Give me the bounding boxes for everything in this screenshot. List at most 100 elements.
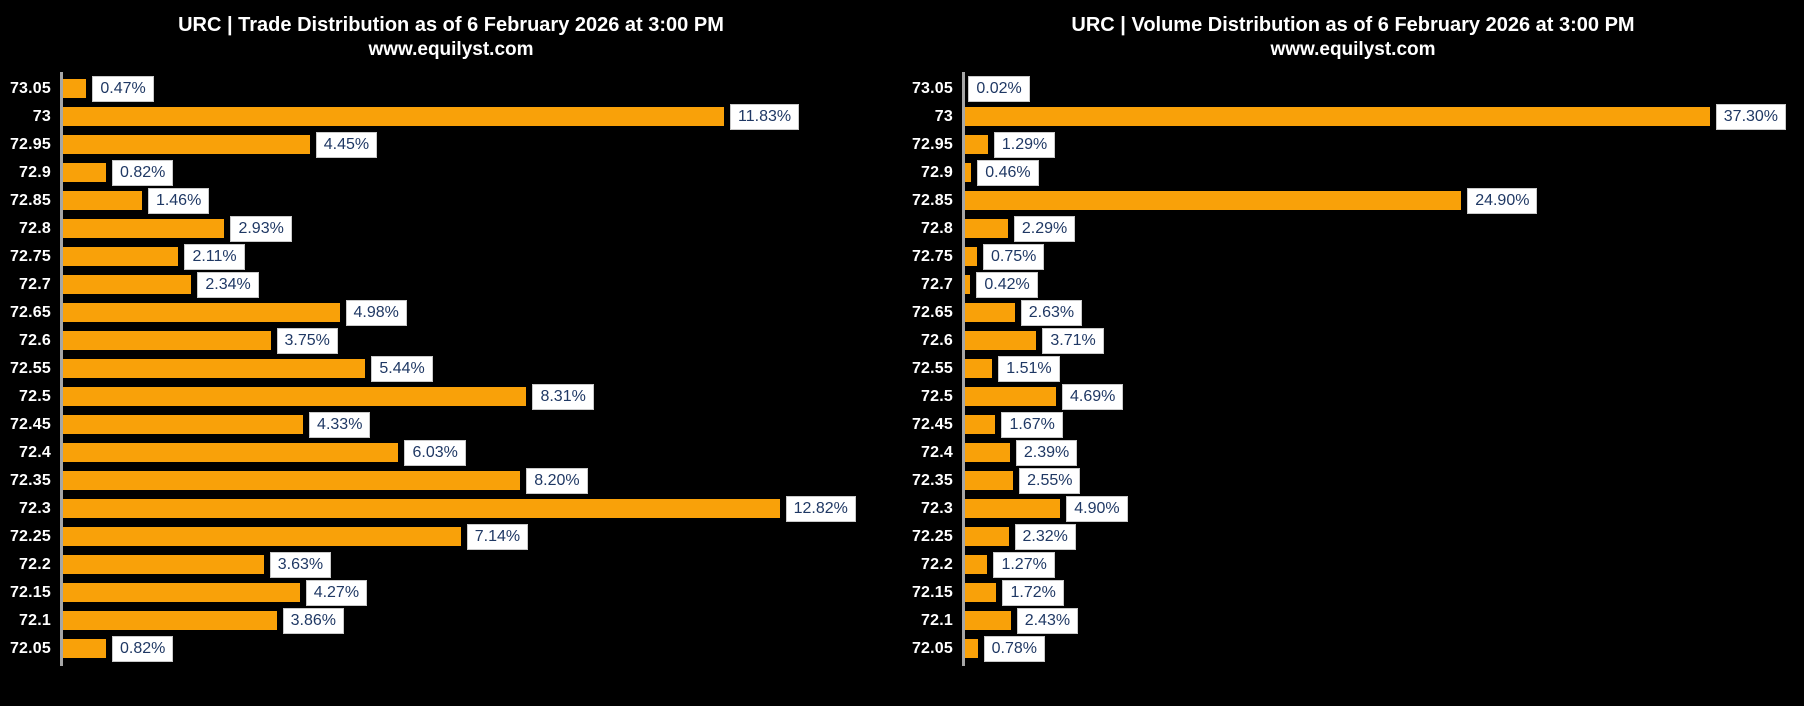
bar-row: 72.95 1.29% [902,131,1804,159]
y-tick-label: 72.2 [921,555,953,573]
bar [962,247,978,267]
bar [962,443,1010,463]
data-label: 3.86% [282,607,345,634]
bar-row: 73.05 0.02% [902,75,1804,103]
bar [60,303,340,323]
data-label: 5.44% [371,355,433,382]
chart-title: URC | Volume Distribution as of 6 Februa… [1071,14,1635,36]
data-label: 0.78% [983,635,1045,662]
bar-row: 72.8 2.93% [0,215,902,243]
bar-track: 1.27% [962,551,1804,579]
data-label: 0.82% [112,159,174,186]
bar-track: 2.32% [962,523,1804,551]
bar-track: 0.82% [60,635,902,663]
y-tick-label: 72.95 [911,135,953,153]
bar-row: 72.15 4.27% [0,579,902,607]
bar [60,471,521,491]
y-tick-label: 73 [934,107,953,125]
bar-track: 2.55% [962,467,1804,495]
y-tick-label: 73.05 [9,79,51,97]
y-tick-label: 72.5 [921,387,953,405]
bar-track: 1.67% [962,411,1804,439]
y-tick-label: 72.05 [911,639,953,657]
data-label: 2.32% [1014,523,1076,550]
bar-track: 3.63% [60,551,902,579]
bar-track: 8.31% [60,383,902,411]
data-label: 1.72% [1002,579,1064,606]
bar-row: 72.6 3.75% [0,327,902,355]
bar-row: 73 11.83% [0,103,902,131]
bar-row: 72.4 6.03% [0,439,902,467]
y-tick-label: 72.35 [911,471,953,489]
y-tick-label: 72.15 [9,583,51,601]
y-tick-label: 72.8 [921,219,953,237]
volume-distribution-chart: URC | Volume Distribution as of 6 Februa… [902,0,1804,706]
data-label: 0.02% [968,75,1030,102]
bar-track: 2.34% [60,271,902,299]
y-tick-label: 72.35 [9,471,51,489]
bar-row: 72.35 2.55% [902,467,1804,495]
data-label: 1.46% [147,187,210,214]
bar [60,163,107,183]
bar-track: 2.43% [962,607,1804,635]
bar [962,555,988,575]
bar [60,611,277,631]
bar-row: 72.15 1.72% [902,579,1804,607]
y-tick-label: 72.05 [9,639,51,657]
data-label: 2.93% [230,215,292,242]
bar-track: 2.63% [962,299,1804,327]
bar-row: 72.3 12.82% [0,495,902,523]
bar [60,415,304,435]
bar [60,499,780,519]
bar-row: 72.65 2.63% [902,299,1804,327]
y-tick-label: 72.4 [19,443,51,461]
bar-row: 72.2 3.63% [0,551,902,579]
bar [962,583,997,603]
y-tick-label: 72.6 [19,331,51,349]
data-label: 4.27% [305,579,368,606]
data-label: 11.83% [730,103,800,130]
bar-row: 72.4 2.39% [902,439,1804,467]
data-label: 0.42% [976,271,1038,298]
data-label: 4.33% [309,411,371,438]
data-label: 0.47% [92,75,154,102]
y-tick-label: 72.1 [921,611,953,629]
bar [962,275,971,295]
bar-row: 72.1 2.43% [902,607,1804,635]
bar-row: 72.1 3.86% [0,607,902,635]
y-tick-label: 72.5 [19,387,51,405]
bar [60,275,192,295]
bar-track: 4.33% [60,411,902,439]
data-label: 2.34% [197,271,259,298]
data-label: 4.90% [1066,495,1128,522]
bar-track: 3.71% [962,327,1804,355]
bar-track: 3.75% [60,327,902,355]
y-tick-label: 72.45 [9,415,51,433]
bar-row: 72.9 0.82% [0,159,902,187]
bar-track: 4.45% [60,131,902,159]
bar [60,639,107,659]
bar-row: 72.9 0.46% [902,159,1804,187]
data-label: 8.20% [526,467,588,494]
y-tick-label: 72.95 [9,135,51,153]
y-tick-label: 72.9 [921,163,953,181]
bar [962,107,1710,127]
bar [60,387,527,407]
bar-row: 72.25 7.14% [0,523,902,551]
bar-track: 0.47% [60,75,902,103]
y-tick-label: 72.55 [911,359,953,377]
bar-track: 37.30% [962,103,1804,131]
bar-row: 72.7 0.42% [902,271,1804,299]
y-tick-label: 72.25 [911,527,953,545]
bar-track: 24.90% [962,187,1804,215]
y-tick-label: 72.2 [19,555,51,573]
y-tick-label: 72.65 [9,303,51,321]
data-label: 2.39% [1015,439,1078,466]
bar-row: 72.65 4.98% [0,299,902,327]
bar [962,219,1008,239]
data-label: 2.63% [1020,299,1083,326]
bar-row: 73 37.30% [902,103,1804,131]
data-label: 7.14% [466,523,529,550]
data-label: 3.63% [269,551,332,578]
bar-track: 1.72% [962,579,1804,607]
